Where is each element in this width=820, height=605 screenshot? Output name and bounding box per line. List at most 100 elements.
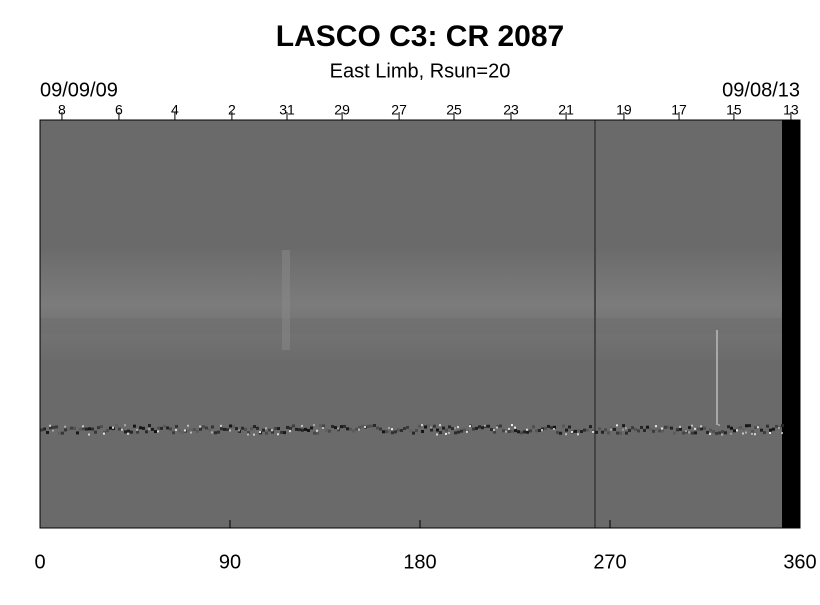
- top-tick-label: 15: [726, 102, 742, 118]
- noise-pixel: [421, 429, 424, 433]
- noise-pixel: [616, 424, 618, 427]
- noise-pixel: [298, 428, 301, 432]
- noise-pixel: [655, 425, 657, 428]
- noise-pixel: [748, 424, 751, 428]
- noise-pixel: [190, 428, 193, 432]
- noise-pixel: [625, 427, 627, 430]
- noise-pixel: [388, 427, 390, 430]
- noise-pixel: [427, 424, 430, 428]
- noise-pixel: [433, 424, 436, 428]
- noise-pixel: [235, 427, 238, 431]
- noise-pixel: [253, 433, 255, 436]
- noise-pixel: [196, 429, 199, 433]
- noise-pixel: [565, 428, 568, 432]
- noise-pixel: [697, 427, 700, 431]
- noise-pixel: [103, 432, 105, 435]
- noise-pixel: [154, 430, 157, 434]
- noise-row: [40, 424, 784, 436]
- noise-pixel: [448, 425, 451, 429]
- noise-pixel: [649, 427, 652, 431]
- noise-pixel: [607, 431, 610, 435]
- noise-pixel: [256, 426, 259, 430]
- top-tick-label: 27: [391, 102, 407, 118]
- noise-pixel: [247, 431, 250, 435]
- x-tick-label: 270: [593, 551, 626, 573]
- noise-pixel: [493, 430, 496, 434]
- noise-pixel: [679, 425, 681, 428]
- noise-pixel: [241, 426, 244, 430]
- noise-pixel: [457, 426, 459, 429]
- noise-pixel: [763, 431, 766, 435]
- noise-pixel: [655, 427, 658, 431]
- noise-pixel: [379, 427, 382, 431]
- noise-pixel: [52, 429, 54, 432]
- noise-pixel: [316, 429, 318, 432]
- end-date: 09/08/13: [722, 79, 800, 101]
- noise-pixel: [391, 431, 394, 435]
- noise-pixel: [709, 432, 711, 435]
- noise-pixel: [574, 429, 577, 433]
- noise-pixel: [310, 426, 313, 430]
- noise-pixel: [253, 425, 256, 429]
- noise-pixel: [751, 432, 753, 435]
- noise-pixel: [106, 429, 109, 433]
- noise-pixel: [286, 425, 289, 429]
- noise-pixel: [628, 428, 631, 432]
- noise-pixel: [355, 427, 358, 431]
- noise-pixel: [601, 430, 604, 434]
- noise-pixel: [511, 429, 514, 433]
- noise-pixel: [268, 428, 271, 432]
- chart-subtitle: East Limb, Rsun=20: [330, 60, 511, 82]
- noise-pixel: [691, 424, 693, 427]
- streak: [716, 330, 718, 425]
- noise-pixel: [700, 427, 703, 431]
- noise-pixel: [490, 428, 493, 432]
- noise-pixel: [721, 433, 723, 436]
- noise-pixel: [688, 431, 690, 434]
- noise-pixel: [157, 426, 160, 430]
- noise-pixel: [613, 427, 616, 431]
- top-tick-label: 25: [446, 102, 462, 118]
- noise-pixel: [514, 426, 516, 429]
- noise-pixel: [526, 430, 529, 434]
- noise-pixel: [658, 429, 661, 433]
- noise-pixel: [229, 424, 232, 428]
- noise-pixel: [316, 431, 319, 435]
- noise-pixel: [661, 427, 663, 430]
- noise-pixel: [496, 426, 498, 429]
- noise-pixel: [211, 425, 214, 429]
- noise-pixel: [319, 424, 322, 428]
- noise-pixel: [508, 427, 510, 430]
- noise-pixel: [499, 424, 502, 428]
- noise-pixel: [76, 431, 79, 435]
- noise-pixel: [502, 429, 505, 433]
- noise-pixel: [112, 426, 114, 429]
- noise-pixel: [685, 430, 687, 433]
- noise-pixel: [742, 432, 744, 435]
- noise-pixel: [220, 424, 222, 427]
- noise-pixel: [754, 433, 756, 436]
- noise-pixel: [484, 424, 486, 427]
- noise-pixel: [523, 430, 526, 434]
- noise-pixel: [226, 428, 229, 432]
- noise-pixel: [730, 426, 733, 430]
- noise-pixel: [346, 427, 349, 431]
- noise-pixel: [340, 425, 343, 429]
- noise-pixel: [505, 430, 507, 433]
- data-gap-line: [594, 120, 596, 528]
- noise-pixel: [766, 424, 769, 428]
- noise-pixel: [529, 429, 532, 433]
- noise-pixel: [136, 428, 138, 431]
- top-tick-label: 2: [228, 102, 236, 118]
- noise-pixel: [367, 424, 370, 428]
- noise-pixel: [487, 424, 490, 428]
- noise-pixel: [232, 424, 235, 428]
- noise-pixel: [103, 430, 106, 434]
- noise-pixel: [532, 425, 535, 429]
- noise-pixel: [700, 425, 702, 428]
- noise-pixel: [541, 429, 543, 432]
- noise-pixel: [370, 424, 373, 428]
- noise-pixel: [382, 430, 385, 434]
- noise-pixel: [517, 430, 520, 434]
- noise-pixel: [520, 431, 523, 435]
